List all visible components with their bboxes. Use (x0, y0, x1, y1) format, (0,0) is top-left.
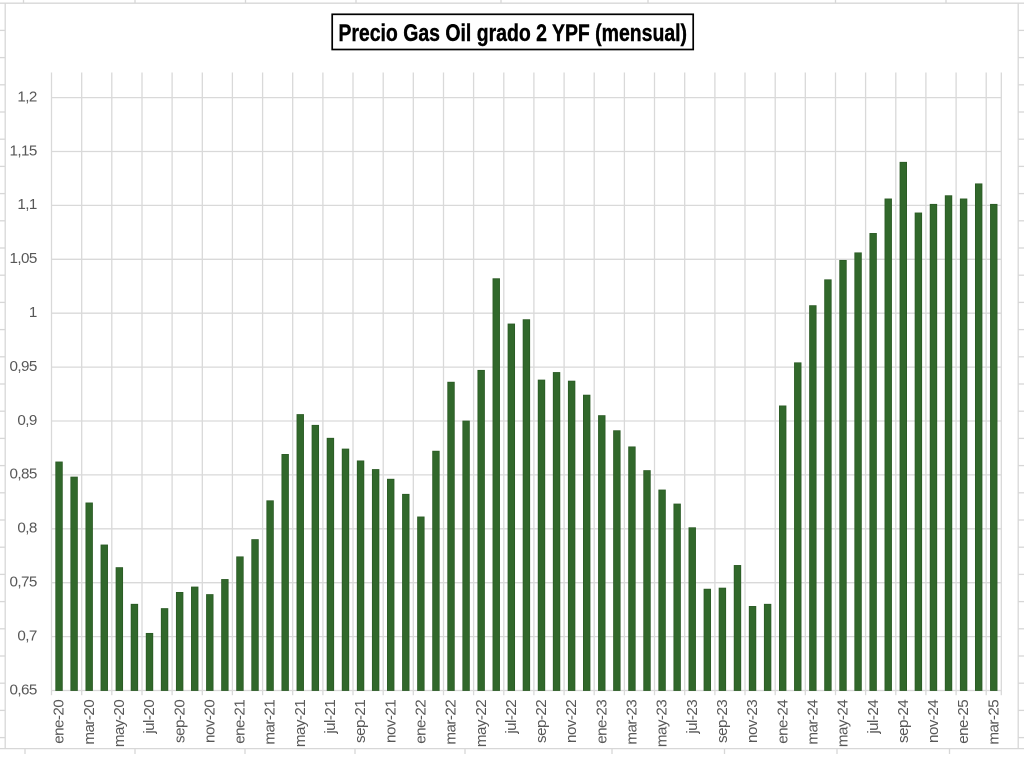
svg-text:may-24: may-24 (835, 700, 852, 747)
svg-text:jul-23: jul-23 (684, 700, 701, 735)
svg-text:1: 1 (29, 304, 37, 321)
svg-text:jul-24: jul-24 (865, 700, 882, 735)
svg-text:1,1: 1,1 (17, 196, 37, 213)
svg-text:may-22: may-22 (473, 700, 490, 747)
svg-text:sep-21: sep-21 (352, 700, 369, 743)
svg-text:Precio Gas Oil grado 2 YPF (me: Precio Gas Oil grado 2 YPF (mensual) (338, 19, 687, 47)
svg-text:mar-24: mar-24 (804, 700, 821, 745)
svg-text:0,8: 0,8 (17, 520, 37, 537)
svg-text:mar-23: mar-23 (624, 700, 641, 745)
svg-text:sep-23: sep-23 (714, 700, 731, 743)
svg-text:0,9: 0,9 (17, 412, 37, 429)
svg-text:nov-20: nov-20 (201, 700, 218, 743)
svg-text:may-23: may-23 (654, 700, 671, 747)
svg-text:0,65: 0,65 (9, 681, 36, 698)
svg-text:nov-23: nov-23 (744, 700, 761, 743)
svg-text:nov-21: nov-21 (382, 700, 399, 743)
svg-text:nov-24: nov-24 (925, 700, 942, 743)
svg-text:mar-21: mar-21 (262, 700, 279, 745)
svg-text:mar-25: mar-25 (985, 700, 1002, 745)
svg-text:sep-24: sep-24 (895, 700, 912, 743)
svg-text:sep-22: sep-22 (533, 700, 550, 743)
svg-text:0,85: 0,85 (9, 466, 36, 483)
svg-text:nov-22: nov-22 (563, 700, 580, 743)
svg-text:mar-20: mar-20 (81, 700, 98, 745)
svg-text:jul-22: jul-22 (503, 700, 520, 735)
svg-text:sep-20: sep-20 (171, 700, 188, 743)
svg-text:ene-24: ene-24 (774, 700, 791, 744)
svg-text:1,05: 1,05 (9, 250, 36, 267)
svg-text:1,2: 1,2 (17, 88, 37, 105)
svg-text:jul-21: jul-21 (322, 700, 339, 735)
svg-text:0,75: 0,75 (9, 574, 36, 591)
svg-text:ene-22: ene-22 (412, 700, 429, 744)
svg-text:mar-22: mar-22 (443, 700, 460, 745)
svg-text:may-20: may-20 (111, 700, 128, 747)
svg-text:ene-20: ene-20 (51, 700, 68, 744)
svg-text:ene-23: ene-23 (593, 700, 610, 744)
svg-text:ene-21: ene-21 (232, 700, 249, 744)
svg-text:jul-20: jul-20 (141, 700, 158, 735)
svg-text:0,95: 0,95 (9, 358, 36, 375)
svg-text:1,15: 1,15 (9, 142, 36, 159)
svg-text:ene-25: ene-25 (955, 700, 972, 744)
svg-text:0,7: 0,7 (17, 627, 37, 644)
svg-text:may-21: may-21 (292, 700, 309, 747)
